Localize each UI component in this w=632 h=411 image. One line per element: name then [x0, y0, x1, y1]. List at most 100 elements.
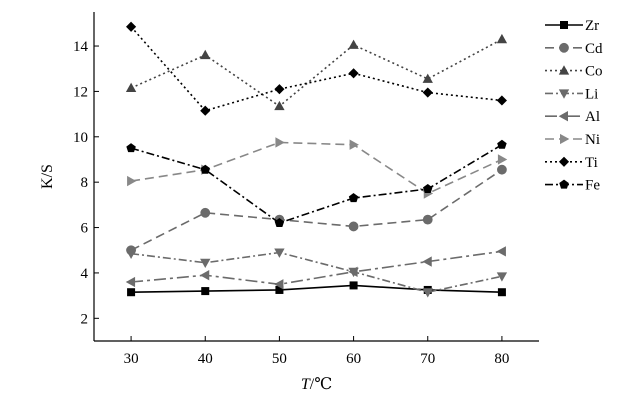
legend-label: Ti	[585, 155, 598, 171]
data-point-ni	[497, 154, 508, 165]
series-ti	[126, 21, 507, 116]
data-point-ti	[126, 21, 137, 32]
data-point-ni	[127, 175, 137, 187]
data-point-li	[496, 272, 508, 282]
legend-label: Al	[585, 109, 600, 125]
data-point-ti	[422, 87, 433, 98]
x-tick-label: 30	[124, 351, 139, 367]
y-tick-label: 4	[81, 266, 89, 282]
data-point-fe	[274, 218, 285, 228]
data-point-ti	[200, 105, 211, 116]
legend-item-zr: Zr	[545, 18, 599, 34]
legend-item-ti: Ti	[545, 155, 598, 171]
legend: Zr Cd Co Li Al Ni Ti Fe	[545, 18, 603, 194]
legend-item-co: Co	[545, 64, 603, 80]
data-point-ti	[496, 95, 507, 106]
data-point-co	[274, 100, 285, 111]
legend-item-cd: Cd	[545, 41, 603, 57]
legend-swatch-marker	[558, 156, 570, 167]
y-tick-label: 14	[73, 39, 89, 55]
data-point-ni	[349, 139, 359, 150]
data-point-zr	[201, 287, 210, 296]
legend-swatch-marker	[559, 179, 569, 189]
data-point-li	[274, 248, 285, 258]
legend-label: Fe	[585, 178, 600, 194]
y-tick-label: 8	[81, 175, 89, 191]
data-point-co	[200, 49, 211, 60]
x-axis-label: T/℃	[301, 376, 332, 393]
x-axis-label-unit: /℃	[310, 376, 332, 393]
data-point-al	[348, 266, 358, 277]
x-axis-label-variable: T	[301, 376, 311, 393]
data-point-fe	[126, 143, 136, 153]
series-line-co	[130, 38, 503, 108]
plot-area	[93, 12, 539, 342]
legend-swatch-marker	[558, 65, 570, 75]
y-tick-label: 12	[73, 84, 88, 100]
series-line-cd	[130, 169, 503, 251]
series-line-fe	[130, 144, 503, 224]
data-point-co	[422, 73, 433, 83]
data-point-ti	[348, 68, 359, 79]
legend-swatch-marker	[559, 42, 569, 53]
x-tick-label: 50	[272, 351, 287, 367]
data-point-cd	[497, 164, 507, 175]
legend-label: Zr	[585, 18, 599, 34]
y-tick-label: 6	[81, 221, 89, 237]
legend-swatch-marker	[558, 111, 568, 122]
legend-label: Ni	[585, 132, 600, 148]
data-point-fe	[497, 139, 507, 149]
series-co	[125, 33, 508, 111]
data-point-al	[125, 276, 136, 288]
legend-label: Cd	[585, 41, 603, 57]
y-axis-label: K/S	[39, 164, 56, 189]
legend-label: Li	[585, 86, 598, 102]
data-point-fe	[348, 193, 359, 203]
legend-item-al: Al	[545, 109, 600, 125]
series-zr	[127, 281, 506, 297]
data-point-co	[348, 39, 359, 49]
legend-item-ni: Ni	[545, 132, 600, 148]
legend-label: Co	[585, 64, 603, 80]
data-point-li	[200, 258, 211, 269]
data-point-zr	[127, 288, 136, 297]
data-point-fe	[200, 164, 210, 174]
series-li	[125, 248, 508, 298]
data-point-ni	[275, 137, 285, 148]
series-line-ni	[130, 141, 503, 195]
series-ni	[127, 137, 508, 199]
legend-item-fe: Fe	[545, 178, 600, 194]
series-fe	[126, 139, 507, 228]
x-tick-label: 70	[420, 351, 435, 367]
data-point-li	[125, 249, 137, 259]
y-tick-label: 10	[73, 130, 88, 146]
series-line-al	[131, 250, 503, 286]
x-tick-label: 80	[494, 351, 509, 367]
data-point-cd	[348, 221, 359, 232]
legend-swatch-marker	[560, 20, 569, 29]
data-point-li	[422, 288, 433, 298]
data-point-zr	[497, 288, 506, 297]
series-al	[125, 246, 506, 290]
series-layer	[125, 21, 508, 298]
legend-item-li: Li	[545, 86, 598, 102]
series-line-li	[130, 251, 503, 294]
data-point-ti	[274, 84, 285, 95]
data-point-al	[422, 256, 432, 267]
data-point-fe	[423, 183, 433, 194]
data-point-zr	[349, 281, 358, 290]
y-tick-label: 2	[81, 311, 89, 327]
data-point-cd	[200, 207, 211, 218]
data-point-co	[125, 82, 137, 93]
data-point-al	[496, 246, 506, 257]
data-point-al	[274, 279, 284, 290]
x-axis: 30 40 50 60 70 80	[124, 336, 509, 367]
data-point-cd	[422, 214, 433, 225]
legend-swatch-marker	[560, 133, 570, 145]
series-cd	[126, 164, 507, 256]
x-tick-label: 60	[346, 351, 361, 367]
data-point-al	[199, 270, 210, 281]
data-point-co	[496, 33, 508, 44]
x-tick-label: 40	[198, 351, 213, 367]
